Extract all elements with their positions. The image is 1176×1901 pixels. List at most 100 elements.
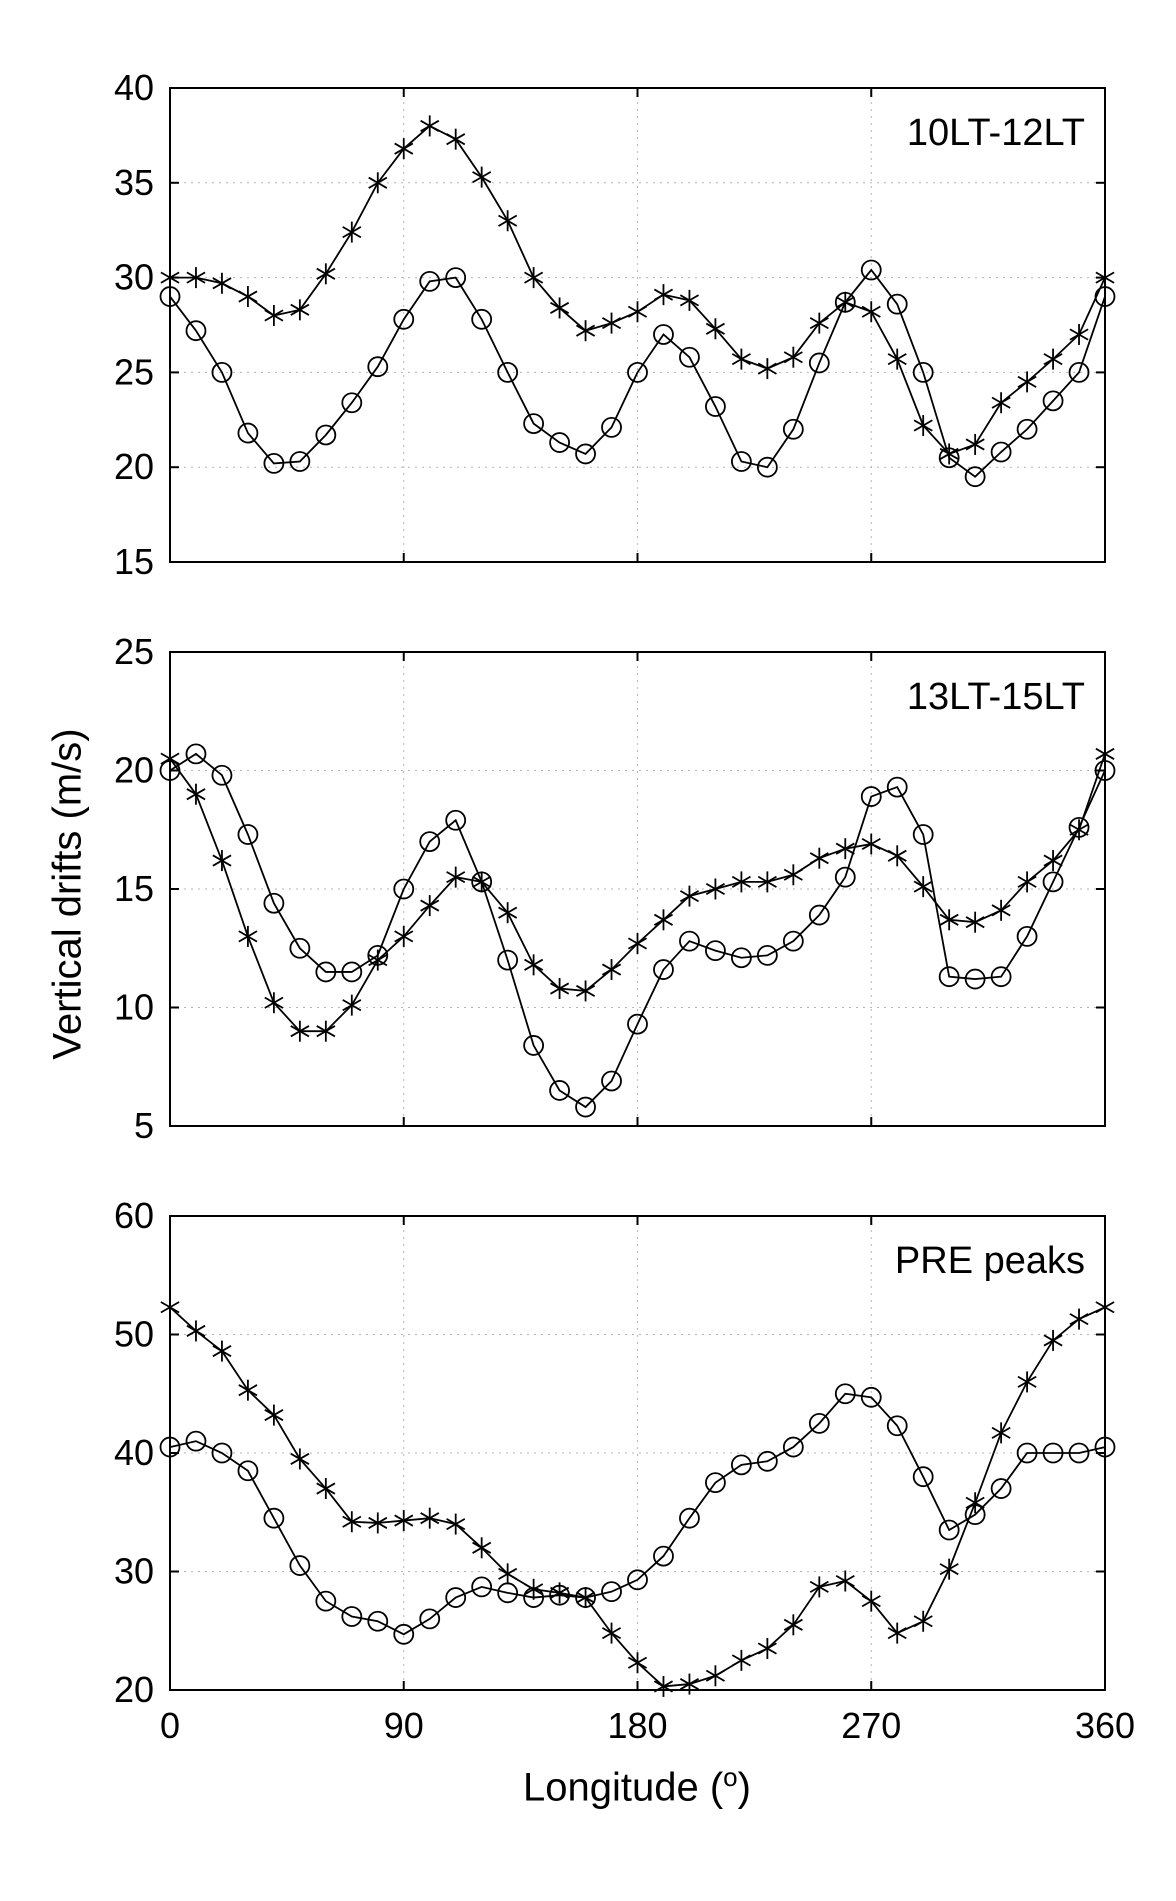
circle-marker — [1068, 361, 1090, 383]
asterisk-marker — [290, 299, 310, 321]
circle-marker — [964, 1504, 986, 1526]
circle-marker — [523, 1587, 545, 1608]
circle-marker — [393, 1623, 415, 1645]
circle-marker — [289, 937, 311, 959]
y-tick-label: 20 — [114, 1669, 154, 1710]
asterisk-marker — [1017, 1371, 1037, 1393]
asterisk-marker — [420, 1507, 440, 1529]
asterisk-marker — [550, 978, 570, 1000]
asterisk-marker — [212, 850, 232, 872]
asterisk-marker — [913, 1610, 933, 1632]
asterisk-marker — [212, 1340, 232, 1362]
circle-marker — [315, 961, 337, 983]
circle-marker — [445, 809, 467, 831]
asterisk-marker — [264, 1404, 284, 1426]
circle-marker — [705, 396, 726, 417]
y-tick-label: 15 — [114, 868, 154, 909]
asterisk-marker — [238, 286, 258, 308]
asterisk-marker — [991, 899, 1011, 921]
x-tick-label: 360 — [1075, 1705, 1135, 1746]
circle-marker — [886, 776, 908, 798]
asterisk-marker — [342, 994, 362, 1016]
asterisk-marker — [524, 954, 544, 976]
circle-marker — [1042, 1442, 1064, 1464]
panel-title-10lt-12lt: 10LT-12LT — [906, 112, 1085, 154]
circle-marker — [575, 1587, 596, 1608]
asterisk-marker — [887, 845, 907, 867]
circle-marker — [341, 392, 363, 414]
asterisk-marker — [498, 210, 518, 232]
series-line-circle — [169, 268, 1106, 478]
asterisk-marker — [731, 348, 751, 370]
asterisk-marker — [731, 1649, 751, 1671]
circle-marker — [679, 346, 700, 368]
circle-marker — [912, 1466, 934, 1488]
circle-marker — [808, 352, 830, 374]
x-axis-label-superscript: o — [723, 1762, 738, 1792]
circle-marker — [237, 1460, 259, 1482]
circle-marker — [912, 824, 934, 845]
y-tick-label: 40 — [114, 67, 154, 108]
asterisk-marker — [212, 272, 232, 294]
asterisk-marker — [835, 838, 855, 860]
asterisk-marker — [342, 1511, 362, 1533]
circle-marker — [419, 831, 441, 852]
circle-marker — [756, 1450, 778, 1472]
circle-marker — [782, 930, 804, 952]
asterisk-marker — [394, 1510, 414, 1532]
circle-marker — [1016, 1442, 1038, 1464]
circle-marker — [601, 1581, 622, 1603]
circle-marker — [471, 871, 493, 893]
asterisk-marker — [705, 878, 725, 900]
circle-marker — [964, 968, 986, 990]
panel-0: 15 20 25 30 35 40 — [114, 67, 1116, 582]
asterisk-marker — [1069, 1308, 1089, 1330]
series-line-circle — [169, 1392, 1106, 1636]
circle-marker — [367, 944, 389, 966]
asterisk-marker — [238, 925, 258, 947]
asterisk-marker — [420, 895, 440, 917]
x-tick-label: 90 — [384, 1705, 424, 1746]
circle-marker — [159, 1436, 181, 1458]
y-tick-label: 20 — [114, 446, 154, 487]
circle-marker — [601, 1070, 622, 1092]
circle-marker — [886, 1415, 908, 1437]
asterisk-marker — [160, 1296, 180, 1318]
asterisk-marker — [705, 1665, 725, 1687]
asterisk-marker — [1017, 371, 1037, 393]
asterisk-marker — [757, 1638, 777, 1660]
circle-marker — [393, 308, 415, 330]
circle-marker — [653, 324, 674, 345]
circle-marker — [341, 1606, 363, 1627]
circle-marker — [523, 1035, 545, 1056]
circle-marker — [705, 1472, 726, 1494]
asterisk-marker — [679, 1673, 699, 1695]
asterisk-marker — [679, 885, 699, 907]
asterisk-marker — [264, 992, 284, 1014]
circle-marker — [445, 267, 467, 289]
y-tick-label: 60 — [114, 1195, 154, 1236]
asterisk-marker — [446, 866, 466, 888]
series-line-circle — [169, 752, 1106, 1109]
asterisk-marker — [783, 864, 803, 886]
x-tick-label: 0 — [160, 1705, 180, 1746]
asterisk-marker — [472, 166, 492, 188]
circle-marker — [860, 259, 882, 281]
asterisk-marker — [368, 172, 388, 194]
asterisk-marker — [601, 1622, 622, 1644]
circle-marker — [419, 270, 441, 292]
circle-marker — [289, 1555, 311, 1576]
asterisk-marker — [342, 221, 362, 243]
circle-marker — [653, 1545, 674, 1567]
asterisk-marker — [446, 1513, 466, 1535]
circle-marker — [627, 1569, 648, 1591]
panel-2: 0 90 180 270 360 20 30 40 50 60 — [114, 1195, 1135, 1746]
circle-marker — [263, 892, 285, 914]
circle-marker — [756, 944, 778, 966]
circle-marker — [912, 361, 934, 383]
circle-marker — [159, 760, 181, 781]
y-tick-label: 15 — [114, 541, 154, 582]
circle-marker — [834, 291, 856, 313]
